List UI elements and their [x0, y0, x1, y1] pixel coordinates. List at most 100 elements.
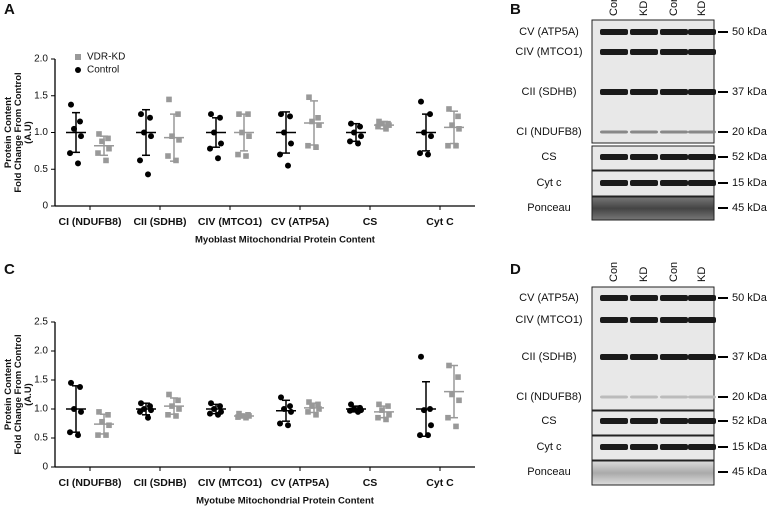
data-point [175, 397, 181, 404]
data-point [235, 151, 241, 158]
data-point [176, 137, 182, 143]
data-point [68, 101, 74, 108]
x-tick-label: Cyt C [426, 216, 454, 228]
data-point [105, 135, 111, 142]
data-point [453, 423, 459, 430]
marker-label: 52 kDa [732, 151, 768, 163]
y-axis-label-line: Protein Content [3, 96, 14, 168]
data-point [455, 113, 461, 120]
data-point [169, 133, 175, 139]
band [630, 444, 658, 450]
data-point [103, 432, 109, 438]
band [600, 418, 628, 424]
band-label: CII (SDHB) [522, 86, 577, 98]
data-point [67, 150, 73, 157]
band-label: Cyt c [536, 177, 562, 189]
data-point [99, 418, 105, 425]
band [688, 89, 716, 95]
marker-label: 37 kDa [732, 86, 768, 98]
data-point [103, 157, 109, 164]
x-tick-label: CIV (MTCO1) [198, 477, 262, 489]
band [600, 29, 628, 35]
data-point [246, 133, 252, 139]
band [630, 418, 658, 424]
band [600, 317, 628, 323]
band [688, 444, 716, 450]
band [600, 354, 628, 360]
lane-label: Con [668, 0, 680, 16]
band-label: CI (NDUFB8) [516, 126, 581, 138]
y-tick-label: 2.0 [34, 54, 48, 65]
x-axis-label: Myotube Mitochondrial Protein Content [196, 496, 375, 507]
data-point [75, 432, 81, 439]
data-point [278, 394, 284, 401]
data-point [218, 140, 224, 147]
band-label: CV (ATP5A) [519, 292, 579, 304]
data-point [428, 422, 434, 429]
data-point [207, 410, 213, 417]
band [688, 395, 716, 399]
band-label: CV (ATP5A) [519, 26, 579, 38]
data-point [357, 123, 363, 130]
data-point [207, 145, 213, 152]
band [600, 49, 628, 55]
marker-label: 37 kDa [732, 351, 768, 363]
data-point [428, 133, 434, 140]
data-point [165, 412, 171, 418]
y-tick-label: 0 [42, 201, 48, 212]
x-tick-label: CS [363, 477, 378, 489]
band [630, 180, 658, 186]
band [688, 154, 716, 160]
data-point [95, 150, 101, 156]
blot-box [591, 286, 715, 411]
data-point [99, 138, 105, 145]
data-point [138, 111, 144, 118]
data-point [106, 145, 112, 152]
data-point [236, 111, 242, 117]
band-label: CS [541, 415, 556, 427]
data-point [347, 138, 353, 145]
band [688, 295, 716, 301]
data-point [166, 391, 172, 398]
data-point [305, 409, 311, 415]
band-label: Cyt c [536, 441, 562, 453]
legend-label: Control [87, 65, 119, 76]
data-point [288, 140, 294, 147]
x-tick-label: CV (ATP5A) [271, 216, 329, 228]
data-point [379, 120, 385, 127]
data-point [77, 118, 83, 125]
band [660, 317, 688, 323]
band [688, 418, 716, 424]
data-point [445, 414, 451, 421]
data-point [305, 142, 311, 149]
data-point [417, 150, 423, 157]
band [660, 89, 688, 95]
y-tick-label: 0.5 [34, 433, 48, 444]
band [660, 154, 688, 160]
legend-marker [75, 54, 81, 60]
marker-label: 20 kDa [732, 391, 768, 403]
band-label: Ponceau [527, 466, 570, 478]
data-point [148, 407, 154, 414]
band [600, 180, 628, 186]
x-tick-label: CII (SDHB) [133, 477, 186, 489]
y-tick-label: 1.5 [34, 375, 48, 386]
band-label: CIV (MTCO1) [515, 314, 582, 326]
data-point [348, 120, 354, 127]
marker-label: 45 kDa [732, 466, 768, 478]
y-axis-label: Protein ContentFold Change From Control(… [3, 334, 34, 454]
data-point [77, 383, 83, 390]
marker-label: 15 kDa [732, 177, 768, 189]
data-point [287, 403, 293, 410]
data-point [386, 412, 392, 418]
y-tick-label: 1.5 [34, 90, 48, 101]
marker-label: 50 kDa [732, 292, 768, 304]
data-point [173, 413, 179, 419]
panel-label: B [510, 1, 521, 18]
data-point [375, 123, 381, 130]
marker-label: 50 kDa [732, 26, 768, 38]
band [630, 49, 658, 55]
data-point [417, 432, 423, 439]
band [630, 130, 658, 134]
